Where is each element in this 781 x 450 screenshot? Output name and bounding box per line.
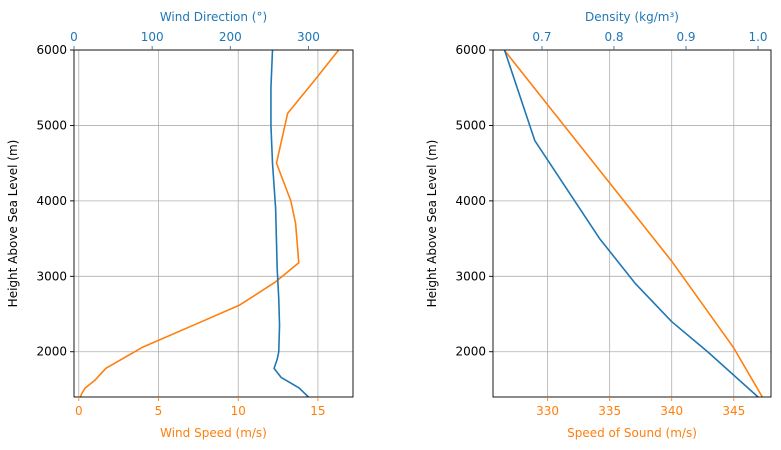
plot-frame [492,49,772,398]
bottom-tick-label: 340 [660,404,683,418]
top-tick-label: 0.8 [604,30,623,44]
bottom-tick-label: 345 [722,404,745,418]
series-line-top-axis [503,49,759,398]
y-tick-label: 4000 [455,194,486,208]
plot-frame [73,49,354,398]
top-tick-label: 100 [141,30,164,44]
top-tick-label: 0.7 [532,30,551,44]
series-line-top-axis [270,49,310,398]
x-axis-label-top: Wind Direction (°) [160,10,267,24]
y-axis-label: Height Above Sea Level (m) [6,140,20,308]
top-tick-label: 200 [219,30,242,44]
bottom-tick-label: 0 [75,404,83,418]
y-axis-label: Height Above Sea Level (m) [425,140,439,308]
bottom-tick-label: 15 [310,404,325,418]
y-tick-label: 5000 [455,118,486,132]
top-tick-label: 300 [297,30,320,44]
y-tick-label: 5000 [36,118,67,132]
top-tick-label: 0.9 [676,30,695,44]
y-tick-label: 2000 [36,345,67,359]
y-tick-label: 4000 [36,194,67,208]
bottom-tick-label: 330 [536,404,559,418]
series-line-bottom-axis [503,49,764,398]
y-tick-label: 6000 [36,43,67,57]
top-tick-label: 0 [70,30,78,44]
series-line-bottom-axis [79,49,340,398]
x-axis-label-top: Density (kg/m³) [585,10,679,24]
x-axis-label-bottom: Wind Speed (m/s) [160,426,267,440]
y-tick-label: 2000 [455,345,486,359]
x-axis-label-bottom: Speed of Sound (m/s) [567,426,697,440]
chart-panel-2: 2000 3000 4000 5000 6000 330 335 340 345 0.7 0.8 0.… [425,10,772,440]
y-tick-label: 3000 [455,269,486,283]
bottom-tick-label: 10 [231,404,246,418]
y-tick-label: 3000 [36,269,67,283]
bottom-tick-label: 5 [155,404,163,418]
bottom-tick-label: 335 [598,404,621,418]
y-tick-label: 6000 [455,43,486,57]
top-tick-label: 1.0 [748,30,767,44]
